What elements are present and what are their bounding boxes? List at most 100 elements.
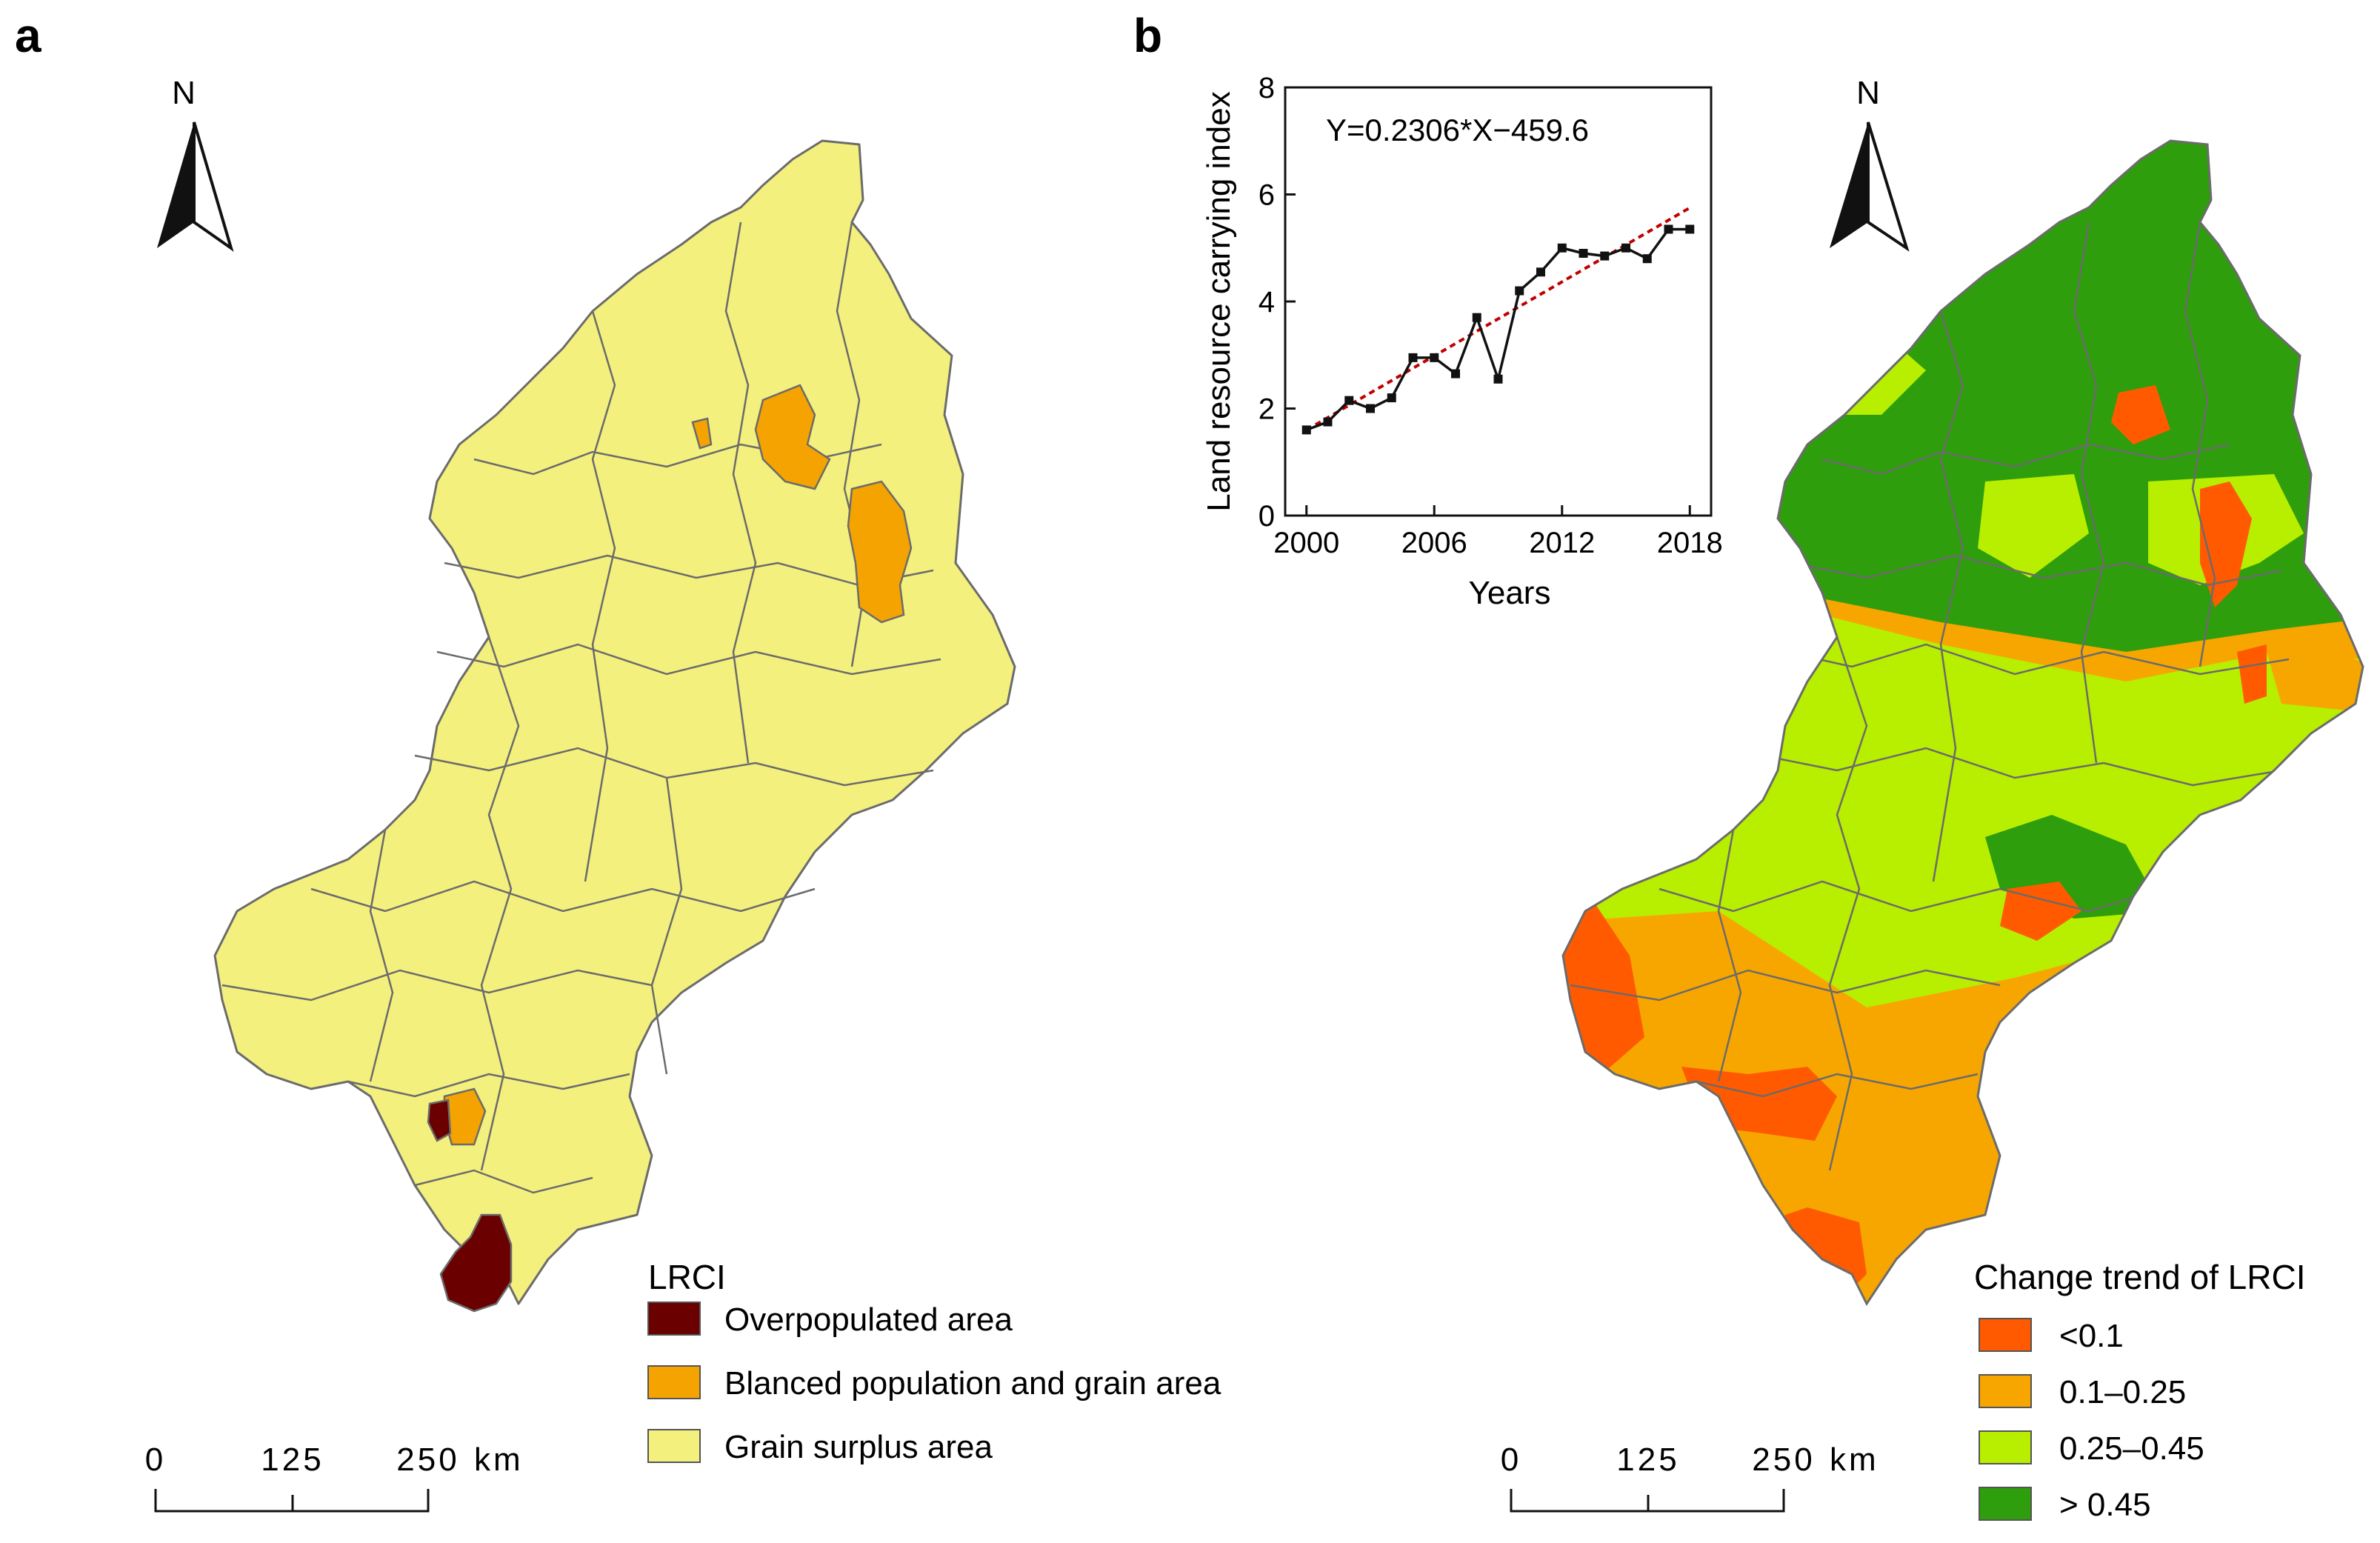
north-arrow-b: N: [1830, 75, 1910, 252]
legend-a-label-balanced: Blanced population and grain area: [724, 1365, 1221, 1402]
scale-b-tick-0: 0: [1501, 1442, 1521, 1478]
map-b-zone-lt-0.1: [2000, 882, 2081, 941]
y-tick-label: 6: [1259, 179, 1275, 212]
x-tick-label: 2018: [1657, 527, 1723, 559]
panel-a-label: a: [15, 9, 41, 62]
map-a: [213, 139, 1016, 1313]
data-point: [1366, 404, 1375, 413]
data-point: [1430, 353, 1439, 362]
data-point: [1451, 369, 1460, 379]
north-arrow-dark-half: [1830, 122, 1868, 248]
map-b-zone-lt-0.1: [2237, 644, 2267, 704]
legend-b-label-0.25-0.45: 0.25–0.45: [2059, 1430, 2204, 1467]
county-border: [2184, 221, 2216, 667]
legend-b-swatch-lt-0.1: [1979, 1318, 2032, 1352]
data-point: [1685, 224, 1695, 234]
legend-a-title: LRCI: [648, 1258, 726, 1296]
scale-b-tick-250: 250: [1752, 1442, 1815, 1478]
data-point: [1493, 374, 1503, 384]
scale-a-unit: km: [474, 1442, 524, 1478]
north-arrow-dark-half: [157, 122, 194, 248]
county-border: [347, 1073, 630, 1098]
data-point: [1472, 313, 1481, 322]
county-border: [2073, 221, 2105, 764]
y-tick-label: 4: [1259, 286, 1275, 319]
map-a-region-overpopulated: [439, 1213, 513, 1313]
data-point: [1536, 267, 1545, 277]
map-a-region-balanced: [691, 417, 713, 450]
county-border: [1717, 829, 1742, 1082]
scale-bar-b: 0 125 250 km: [1501, 1442, 1879, 1513]
legend-b-label-lt-0.1: <0.1: [2059, 1318, 2124, 1354]
map-a-region-balanced: [847, 480, 913, 624]
legend-a: LRCI Overpopulated area Blanced populati…: [647, 1258, 1221, 1465]
north-arrow-a: N: [157, 75, 234, 252]
data-point: [1408, 353, 1418, 362]
county-border: [1570, 969, 2001, 1002]
county-border: [1762, 747, 2282, 787]
trend-line: [1305, 206, 1691, 432]
legend-a-swatch-grain-surplus: [647, 1429, 701, 1463]
data-point: [1515, 286, 1524, 296]
county-border: [436, 643, 941, 676]
chart-frame: [1284, 86, 1713, 517]
legend-a-label-grain-surplus: Grain surplus area: [724, 1429, 993, 1465]
data-point: [1600, 251, 1610, 261]
legend-b-swatch-0.1-0.25: [1979, 1374, 2032, 1408]
map-b-zone-lt-0.1: [2200, 481, 2252, 607]
legend-b-swatch-gt-0.45: [1979, 1487, 2032, 1521]
scale-a-tick-250: 250: [396, 1442, 459, 1478]
county-border: [724, 221, 757, 764]
x-tick-label: 2000: [1273, 527, 1339, 559]
map-b-zone-lt-0.1: [2111, 385, 2170, 444]
legend-b-swatch-0.25-0.45: [1979, 1430, 2032, 1464]
y-tick-label: 2: [1259, 393, 1275, 426]
north-label-b: N: [1856, 75, 1880, 111]
legend-a-swatch-overpopulated: [647, 1302, 701, 1336]
data-point: [1579, 248, 1588, 258]
county-border: [650, 777, 683, 1075]
scale-b-tick-125: 125: [1616, 1442, 1679, 1478]
chart-equation: Y=0.2306*X−459.6: [1326, 113, 1589, 147]
county-border: [1828, 636, 1868, 1171]
county-border: [310, 880, 816, 913]
data-point: [1664, 224, 1673, 234]
map-b-zone-0.1-0.25: [2267, 644, 2363, 711]
panel-b-label: b: [1133, 9, 1162, 62]
y-axis: 0 2 4 6 8: [1259, 72, 1296, 533]
x-axis-title: Years: [1469, 575, 1551, 611]
county-border: [414, 1169, 593, 1194]
legend-a-swatch-balanced: [647, 1365, 701, 1399]
county-border: [1784, 643, 2290, 676]
legend-a-label-overpopulated: Overpopulated area: [724, 1302, 1013, 1338]
legend-b-label-0.1-0.25: 0.1–0.25: [2059, 1374, 2186, 1410]
legend-b-title: Change trend of LRCI: [1974, 1258, 2306, 1296]
x-tick-label: 2006: [1401, 527, 1467, 559]
county-border: [1821, 443, 2230, 476]
data-point: [1344, 396, 1354, 405]
series-points: [1301, 224, 1695, 435]
scale-b-unit: km: [1830, 1442, 1879, 1478]
scale-a-tick-125: 125: [261, 1442, 324, 1478]
north-arrow-light-half: [193, 121, 234, 252]
map-b-zone-0.25-0.45: [1978, 474, 2089, 578]
data-point: [1301, 425, 1311, 435]
map-b-zone-lt-0.1: [1563, 874, 1644, 1089]
map-a-region-grain-surplus: [213, 139, 1016, 1305]
county-border: [1659, 880, 2164, 913]
scale-b-line: [1510, 1489, 1785, 1513]
county-border: [221, 969, 653, 1002]
county-border: [1932, 310, 1964, 882]
data-point: [1557, 243, 1567, 253]
data-point: [1621, 243, 1630, 253]
map-a-region-balanced: [754, 384, 831, 490]
county-border: [480, 636, 520, 1171]
y-tick-label: 0: [1259, 500, 1275, 533]
x-tick-label: 2012: [1529, 527, 1595, 559]
data-point: [1323, 417, 1333, 427]
county-border: [1792, 554, 2282, 587]
map-a-region-overpopulated: [427, 1099, 452, 1142]
scale-a-line: [154, 1489, 430, 1513]
